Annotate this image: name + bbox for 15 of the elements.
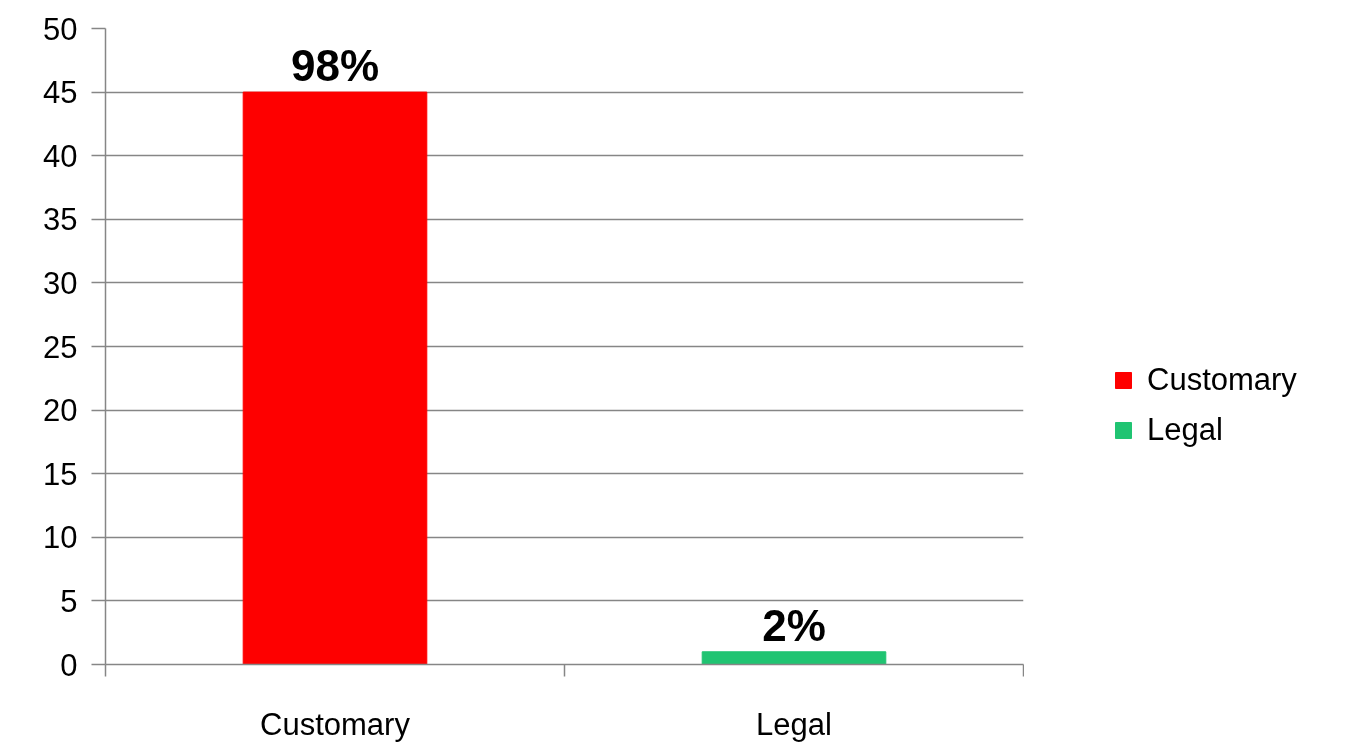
y-tick-label: 20 bbox=[43, 393, 78, 429]
y-tick-label: 50 bbox=[43, 11, 78, 47]
y-tick-label: 0 bbox=[60, 647, 78, 683]
y-tick-label: 25 bbox=[43, 329, 78, 365]
y-tick-label: 10 bbox=[43, 520, 78, 556]
annotation: 98% bbox=[290, 41, 380, 91]
y-tick-label: 35 bbox=[43, 202, 78, 238]
legend-label: Legal bbox=[1147, 412, 1223, 448]
annotation: 2% bbox=[762, 600, 826, 650]
y-tick-label: 40 bbox=[43, 138, 78, 174]
y-tick-label: 30 bbox=[43, 265, 78, 301]
y-tick-label: 45 bbox=[43, 75, 78, 111]
y-tick-label: 15 bbox=[43, 456, 78, 492]
y-tick-label: 5 bbox=[60, 583, 78, 619]
legend-label: Customary bbox=[1147, 362, 1297, 398]
